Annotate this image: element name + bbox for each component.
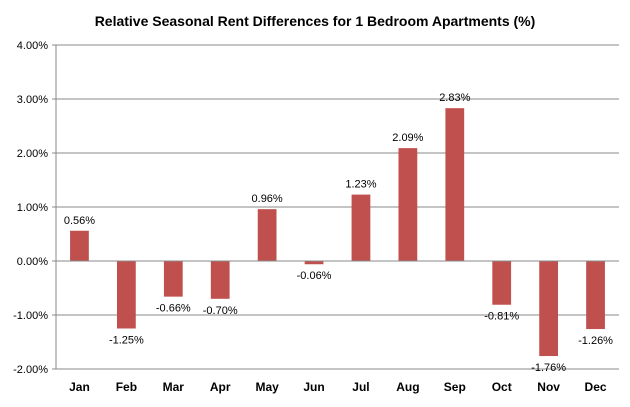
- data-label: -1.26%: [578, 335, 613, 347]
- y-tick-label: 3.00%: [17, 94, 48, 106]
- data-label: -0.70%: [203, 305, 238, 317]
- y-tick-label: -1.00%: [13, 310, 48, 322]
- x-tick-label: Sep: [444, 380, 466, 394]
- bar-jun: [304, 261, 324, 265]
- data-label: 0.56%: [64, 215, 95, 227]
- x-axis-tick-labels: Jan Feb Mar Apr May Jun Jul Aug Sep Oct Nov Dec: [69, 380, 607, 394]
- bar-dec: [586, 261, 605, 330]
- data-label: 2.09%: [392, 132, 423, 144]
- y-tick-label: 1.00%: [17, 202, 48, 214]
- y-tick-label: -2.00%: [13, 364, 48, 376]
- x-tick-label: Jul: [352, 380, 369, 394]
- bar-feb: [116, 261, 136, 329]
- x-tick-label: May: [255, 380, 279, 394]
- bar-nov: [539, 261, 559, 357]
- bar-mar: [163, 261, 183, 297]
- x-tick-label: Mar: [163, 380, 185, 394]
- data-label: 1.23%: [345, 179, 376, 191]
- x-tick-label: Oct: [492, 380, 512, 394]
- axes: [52, 44, 619, 370]
- data-label: -0.06%: [297, 270, 332, 282]
- y-tick-label: 2.00%: [17, 148, 48, 160]
- bar-sep: [445, 108, 465, 262]
- x-tick-label: Aug: [396, 380, 419, 394]
- data-label: 2.83%: [439, 92, 470, 104]
- y-axis-tick-labels: 4.00% 3.00% 2.00% 1.00% 0.00% -1.00% -2.00%: [13, 40, 48, 376]
- y-tick-label: 4.00%: [17, 40, 48, 52]
- y-tick-label: 0.00%: [17, 256, 48, 268]
- bar-aug: [398, 148, 418, 261]
- data-label: -1.25%: [109, 335, 144, 347]
- x-tick-label: Feb: [116, 380, 137, 394]
- data-labels: 0.56% -1.25% -0.66% -0.70% 0.96% -0.06% 1.23% 2…: [64, 92, 613, 374]
- data-label: -1.76%: [531, 362, 566, 374]
- data-label: -0.66%: [156, 303, 191, 315]
- x-tick-label: Apr: [210, 380, 231, 394]
- bar-jan: [70, 230, 89, 261]
- x-tick-label: Jan: [69, 380, 90, 394]
- bar-may: [257, 209, 277, 261]
- bar-oct: [492, 261, 512, 305]
- bar-jul: [351, 194, 371, 261]
- chart-title: Relative Seasonal Rent Differences for 1…: [95, 13, 536, 29]
- x-tick-label: Nov: [537, 380, 560, 394]
- bar-apr: [210, 261, 230, 299]
- x-tick-label: Jun: [303, 380, 324, 394]
- data-label: -0.81%: [484, 311, 519, 323]
- bars: [70, 108, 605, 357]
- data-label: 0.96%: [252, 193, 283, 205]
- x-tick-label: Dec: [585, 380, 607, 394]
